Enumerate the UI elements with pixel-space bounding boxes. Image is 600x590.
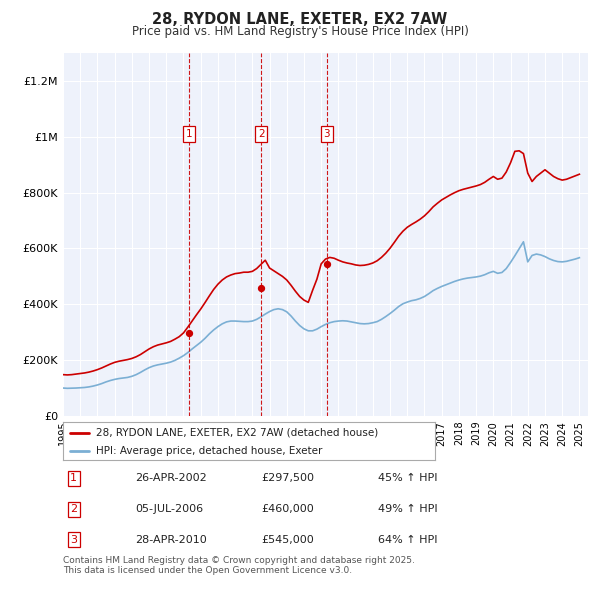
Text: 28, RYDON LANE, EXETER, EX2 7AW (detached house): 28, RYDON LANE, EXETER, EX2 7AW (detache… [97,428,379,438]
Text: 1: 1 [70,474,77,483]
Text: 3: 3 [70,535,77,545]
Text: HPI: Average price, detached house, Exeter: HPI: Average price, detached house, Exet… [97,445,323,455]
Point [184,328,194,337]
Text: £297,500: £297,500 [261,474,314,483]
Text: Contains HM Land Registry data © Crown copyright and database right 2025.
This d: Contains HM Land Registry data © Crown c… [63,556,415,575]
Text: 3: 3 [323,129,330,139]
Text: £460,000: £460,000 [261,504,314,514]
Text: £545,000: £545,000 [261,535,314,545]
Text: 28, RYDON LANE, EXETER, EX2 7AW: 28, RYDON LANE, EXETER, EX2 7AW [152,12,448,27]
Text: 05-JUL-2006: 05-JUL-2006 [135,504,203,514]
Point [322,259,332,268]
Text: 26-APR-2002: 26-APR-2002 [135,474,207,483]
Text: 64% ↑ HPI: 64% ↑ HPI [378,535,437,545]
Text: Price paid vs. HM Land Registry's House Price Index (HPI): Price paid vs. HM Land Registry's House … [131,25,469,38]
Text: 49% ↑ HPI: 49% ↑ HPI [378,504,437,514]
Text: 28-APR-2010: 28-APR-2010 [135,535,207,545]
Text: 1: 1 [185,129,193,139]
Text: 2: 2 [258,129,265,139]
Point [256,283,266,292]
Text: 45% ↑ HPI: 45% ↑ HPI [378,474,437,483]
Text: 2: 2 [70,504,77,514]
